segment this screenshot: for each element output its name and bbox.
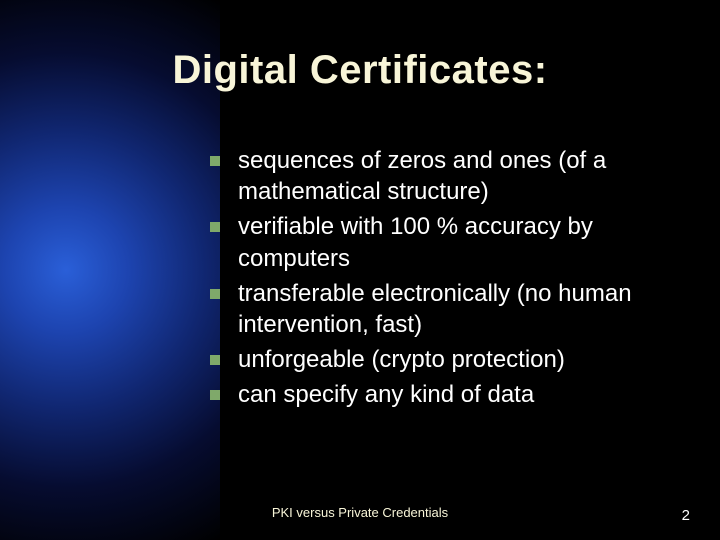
list-item: can specify any kind of data <box>210 379 690 410</box>
bullet-text: sequences of zeros and ones (of a mathem… <box>238 145 690 207</box>
slide-title: Digital Certificates: <box>0 48 720 93</box>
square-bullet-icon <box>210 289 220 299</box>
slide: Digital Certificates: sequences of zeros… <box>0 0 720 540</box>
square-bullet-icon <box>210 222 220 232</box>
square-bullet-icon <box>210 355 220 365</box>
square-bullet-icon <box>210 390 220 400</box>
bullet-text: verifiable with 100 % accuracy by comput… <box>238 211 690 273</box>
list-item: unforgeable (crypto protection) <box>210 344 690 375</box>
bullet-list: sequences of zeros and ones (of a mathem… <box>210 145 690 415</box>
list-item: verifiable with 100 % accuracy by comput… <box>210 211 690 273</box>
bullet-text: unforgeable (crypto protection) <box>238 344 690 375</box>
bullet-text: can specify any kind of data <box>238 379 690 410</box>
footer-text: PKI versus Private Credentials <box>0 505 720 520</box>
square-bullet-icon <box>210 156 220 166</box>
list-item: sequences of zeros and ones (of a mathem… <box>210 145 690 207</box>
list-item: transferable electronically (no human in… <box>210 278 690 340</box>
bullet-text: transferable electronically (no human in… <box>238 278 690 340</box>
page-number: 2 <box>682 507 690 524</box>
